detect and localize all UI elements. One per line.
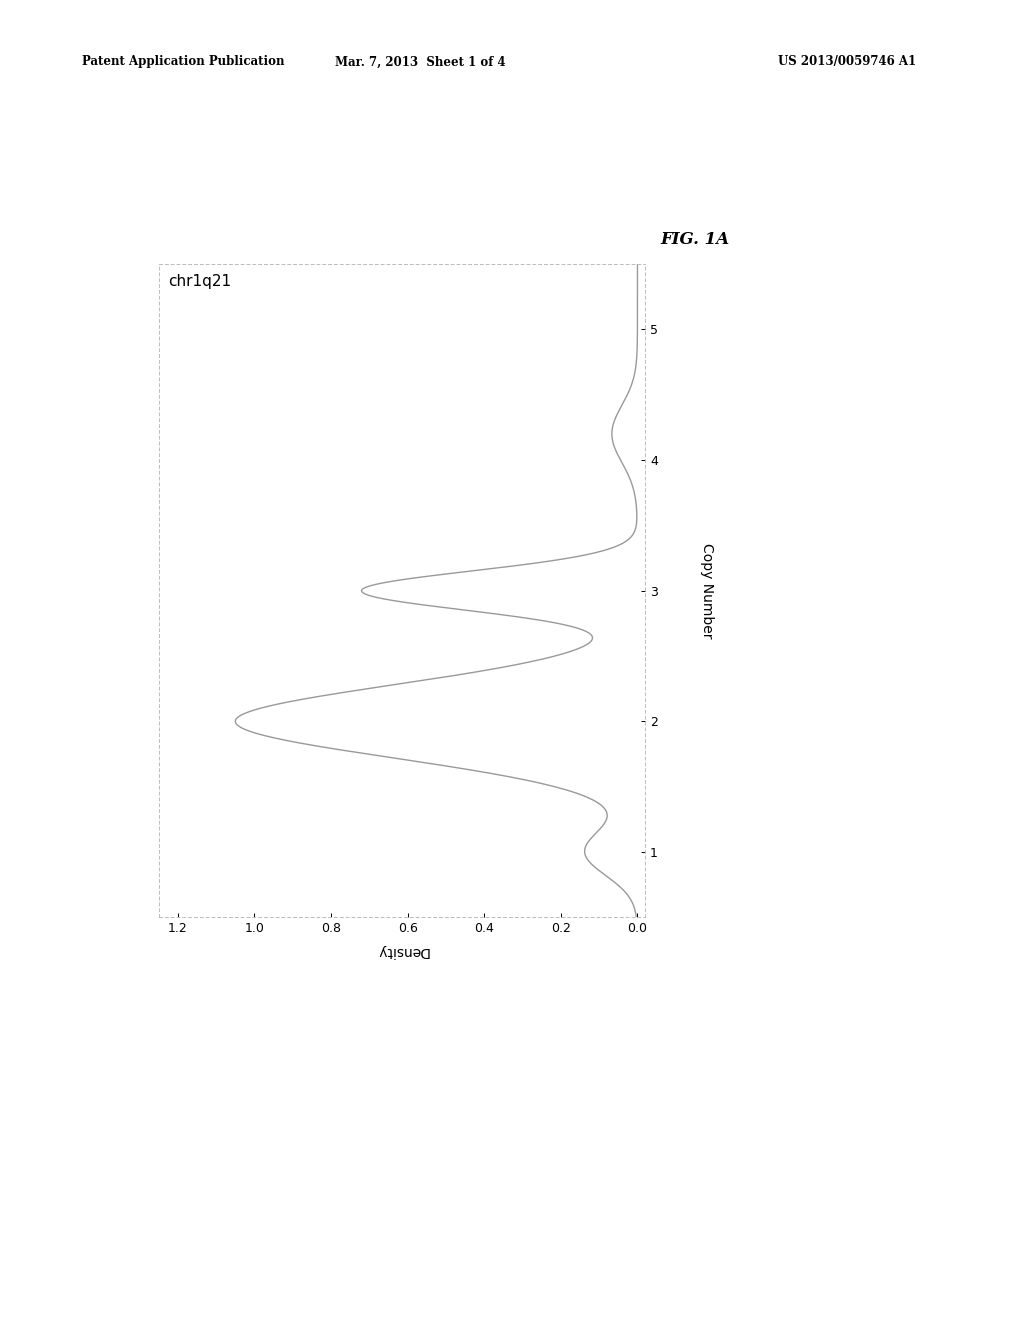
Text: Mar. 7, 2013  Sheet 1 of 4: Mar. 7, 2013 Sheet 1 of 4 — [335, 55, 505, 69]
Text: US 2013/0059746 A1: US 2013/0059746 A1 — [778, 55, 916, 69]
Y-axis label: Copy Number: Copy Number — [699, 543, 714, 639]
Text: Patent Application Publication: Patent Application Publication — [82, 55, 285, 69]
Text: FIG. 1A: FIG. 1A — [660, 231, 730, 248]
X-axis label: Density: Density — [376, 944, 428, 957]
Text: chr1q21: chr1q21 — [168, 273, 231, 289]
